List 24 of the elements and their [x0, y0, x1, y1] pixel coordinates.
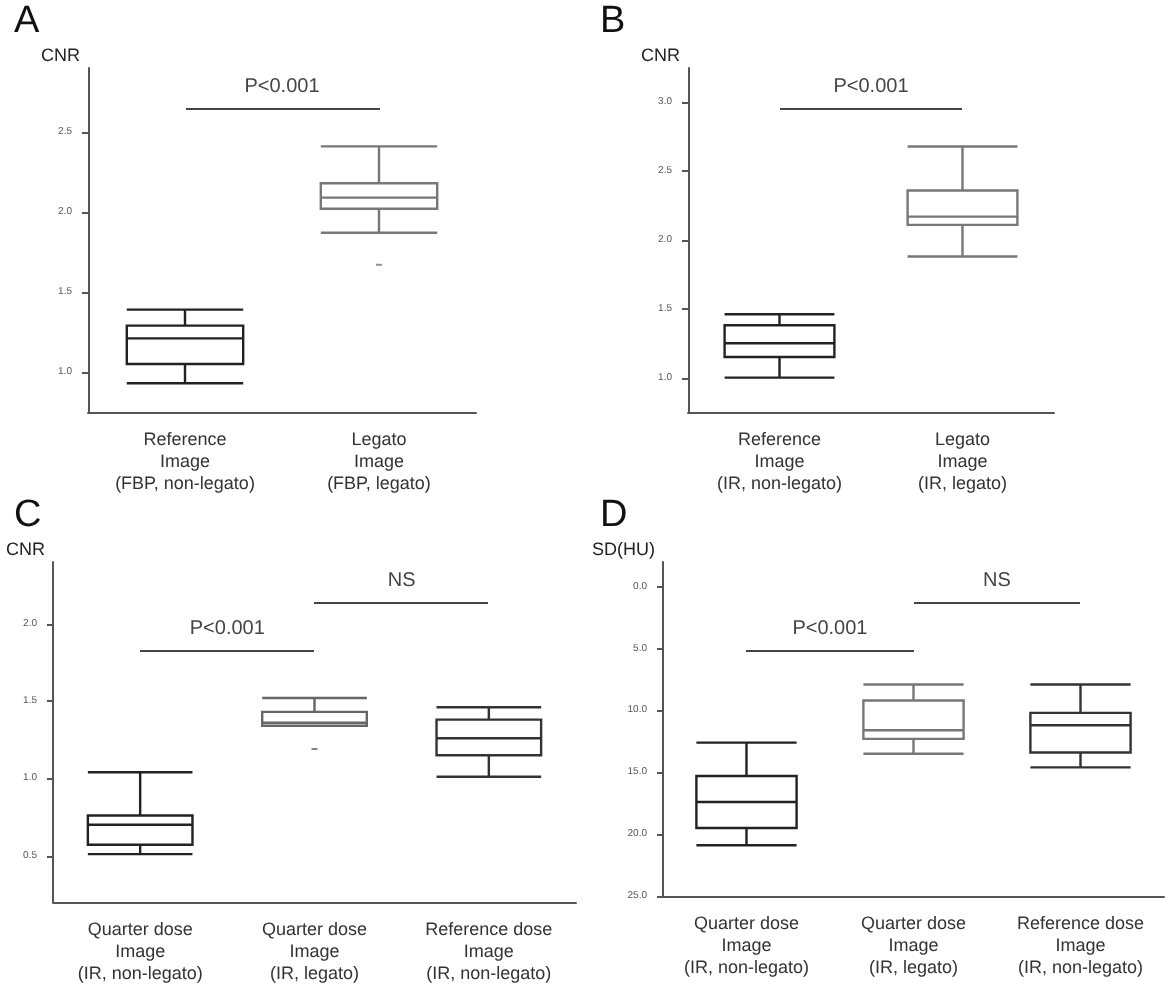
x-tick-label: Reference dose Image (IR, non-legato) [425, 919, 553, 983]
x-tick-label: Reference Image (IR, non-legato) [716, 429, 843, 493]
annotation: NS [983, 570, 1011, 592]
x-tick-label: Reference Image (FBP, non-legato) [115, 429, 255, 493]
y-axis-title: CNR [6, 539, 46, 559]
chart-title: D [600, 494, 628, 536]
annotation: P<0.001 [833, 76, 909, 98]
y-axis-title: CNR [641, 45, 681, 65]
chart-title: C [14, 494, 42, 536]
y-axis-title: CNR [41, 45, 81, 65]
x-tick-label: Legato Image (FBP, legato) [327, 429, 431, 493]
x-tick-label: Reference dose Image (IR, non-legato) [1016, 913, 1145, 977]
annotation: P<0.001 [189, 618, 265, 640]
x-tick-label: Quarter dose Image (IR, legato) [860, 913, 967, 977]
annotation: P<0.001 [792, 618, 868, 640]
x-tick-label: Quarter dose Image (IR, non-legato) [77, 919, 203, 983]
x-tick-label: Legato Image (IR, legato) [917, 429, 1008, 493]
annotation: P<0.001 [244, 76, 320, 98]
chart-title: B [600, 0, 626, 42]
x-tick-label: Quarter dose Image (IR, non-legato) [683, 913, 810, 977]
y-axis-title: SD(HU) [591, 539, 655, 559]
annotation: NS [387, 570, 416, 592]
x-tick-label: Quarter dose Image (IR, legato) [261, 919, 368, 983]
chart-title: A [14, 0, 40, 42]
